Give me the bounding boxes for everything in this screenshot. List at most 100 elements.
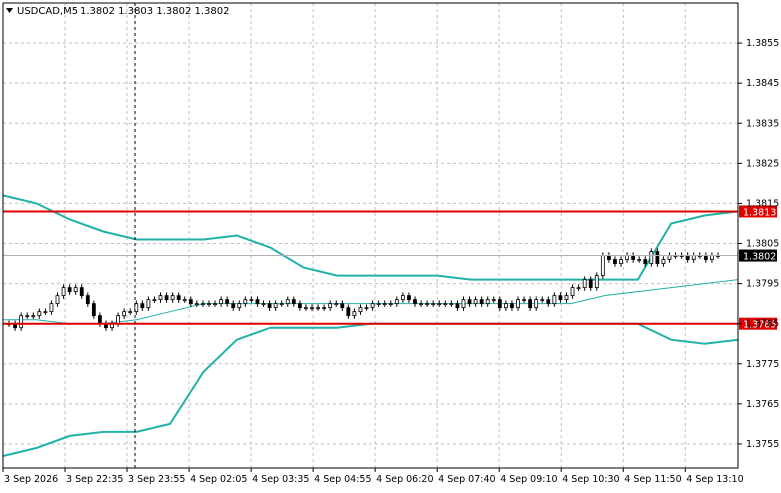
price-tick-label: 1.3785 <box>746 319 779 330</box>
candle <box>510 300 514 311</box>
plot-frame <box>2 2 739 469</box>
candle <box>461 296 466 311</box>
candle <box>237 300 242 311</box>
candle-body <box>19 315 24 329</box>
candle <box>473 296 478 307</box>
candle <box>201 300 205 307</box>
time-tick-label: 4 Sep 06:20 <box>376 474 433 485</box>
candle <box>79 284 84 299</box>
candle-body <box>176 295 181 301</box>
candle <box>419 300 423 307</box>
candle-body <box>600 255 605 276</box>
candle <box>691 252 696 263</box>
candle <box>25 312 30 319</box>
candle-body <box>643 259 648 264</box>
candle-body <box>710 255 714 260</box>
candle-body <box>400 295 405 301</box>
candle <box>55 292 60 307</box>
candle-body <box>479 299 484 305</box>
candle-body <box>528 299 533 309</box>
candle <box>61 284 66 299</box>
candle <box>255 296 260 307</box>
candle <box>249 296 254 303</box>
level-price-badge <box>739 317 777 330</box>
candle <box>400 292 405 303</box>
candle-body <box>91 303 96 317</box>
candle <box>182 296 187 303</box>
candle-body <box>346 307 351 317</box>
candle-body <box>607 255 611 260</box>
candle <box>146 296 151 311</box>
candle-body <box>461 299 466 309</box>
candle-body <box>170 295 175 301</box>
candle-body <box>625 255 629 260</box>
time-tick-label: 4 Sep 07:40 <box>438 474 495 485</box>
price-tick-label: 1.3755 <box>746 439 779 450</box>
candle <box>394 296 399 307</box>
candle-body <box>273 303 278 309</box>
candle <box>576 284 581 291</box>
dropdown-triangle-icon[interactable] <box>6 8 13 13</box>
candle <box>503 300 508 311</box>
candle <box>194 300 199 307</box>
price-tick-label: 1.3805 <box>746 239 779 250</box>
time-tick-label: 3 Sep 23:55 <box>128 474 185 485</box>
candle-body <box>685 255 690 260</box>
bollinger-middle-band <box>3 279 739 325</box>
candle <box>655 248 660 267</box>
candle <box>176 292 181 303</box>
candle <box>279 300 284 307</box>
candle <box>637 256 642 263</box>
candle-body <box>213 303 217 306</box>
candle-body <box>304 307 308 310</box>
candle-body <box>443 303 448 306</box>
candle <box>352 308 357 319</box>
time-axis: 3 Sep 2026 3 Sep 22:35 3 Sep 23:55 4 Sep 02… <box>2 468 744 485</box>
candle <box>631 252 636 263</box>
candle <box>37 308 42 319</box>
candle <box>455 300 460 311</box>
candlestick-series <box>7 248 720 331</box>
candle-body <box>285 299 290 305</box>
candle <box>158 292 163 303</box>
candle <box>407 292 411 303</box>
candle <box>667 252 672 263</box>
candle <box>285 296 290 307</box>
candle-body <box>310 307 314 310</box>
candle-body <box>619 259 623 264</box>
candle-body <box>352 311 357 317</box>
candle-body <box>473 299 478 305</box>
candle-body <box>237 303 242 309</box>
candle <box>613 256 617 267</box>
candle <box>661 256 666 267</box>
candle <box>225 296 230 307</box>
candle-body <box>631 255 636 260</box>
candle-body <box>219 299 224 305</box>
time-tick-label: 4 Sep 13:10 <box>686 474 743 485</box>
candle <box>243 296 248 307</box>
candle <box>19 312 24 331</box>
horizontal-levels[interactable]: 1.3802 1.3813 1.3785 <box>3 205 777 331</box>
candle-body <box>667 255 672 260</box>
candle-body <box>116 315 120 325</box>
current-price-badge <box>739 249 777 262</box>
candle-body <box>449 303 454 306</box>
candle <box>322 304 327 311</box>
level-price-badge <box>739 205 777 218</box>
candle <box>588 276 593 291</box>
candle-body <box>146 299 151 309</box>
candle <box>213 300 217 307</box>
candle <box>388 300 393 307</box>
candle <box>31 312 36 319</box>
candle <box>497 296 502 311</box>
candle-body <box>316 307 320 310</box>
candle-body <box>340 303 345 309</box>
candle <box>316 304 320 311</box>
candle-body <box>497 299 502 309</box>
candle-body <box>267 303 272 309</box>
candle <box>334 300 339 307</box>
candle <box>98 312 102 327</box>
candle-body <box>522 299 526 302</box>
